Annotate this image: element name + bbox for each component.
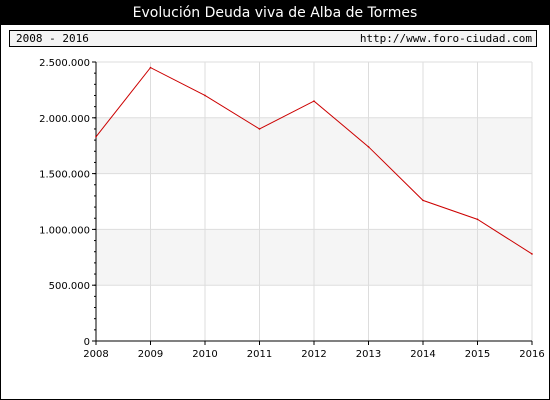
x-tick-label: 2008 — [83, 349, 108, 360]
data-point — [149, 66, 152, 69]
source-url: http://www.foro-ciudad.com — [359, 32, 532, 45]
y-tick-label: 2.500.000 — [39, 58, 90, 69]
x-tick-label: 2011 — [247, 349, 272, 360]
data-point — [476, 218, 479, 221]
data-point — [313, 100, 315, 102]
x-tick-label: 2014 — [410, 349, 435, 360]
data-point — [204, 94, 206, 97]
x-tick-label: 2009 — [138, 349, 163, 360]
x-tick-label: 2012 — [301, 349, 326, 360]
data-point — [422, 199, 424, 202]
data-point — [258, 128, 261, 130]
y-tick-label: 1.500.000 — [39, 170, 90, 181]
chart-title: Evolución Deuda viva de Alba de Tormes — [1, 1, 549, 25]
x-tick-label: 2013 — [356, 349, 381, 360]
y-tick-label: 0 — [84, 337, 90, 348]
x-tick-label: 2015 — [465, 349, 490, 360]
y-tick-label: 1.000.000 — [39, 225, 90, 236]
period-label: 2008 - 2016 — [16, 32, 89, 45]
x-tick-label: 2010 — [192, 349, 217, 360]
y-tick-label: 500.000 — [49, 281, 90, 292]
data-point — [367, 146, 370, 148]
data-point — [95, 135, 97, 138]
x-tick-label: 2016 — [519, 349, 544, 360]
y-tick-label: 2.000.000 — [39, 114, 90, 125]
info-bar: 2008 - 2016 http://www.foro-ciudad.com — [9, 30, 537, 47]
data-point — [531, 253, 533, 255]
